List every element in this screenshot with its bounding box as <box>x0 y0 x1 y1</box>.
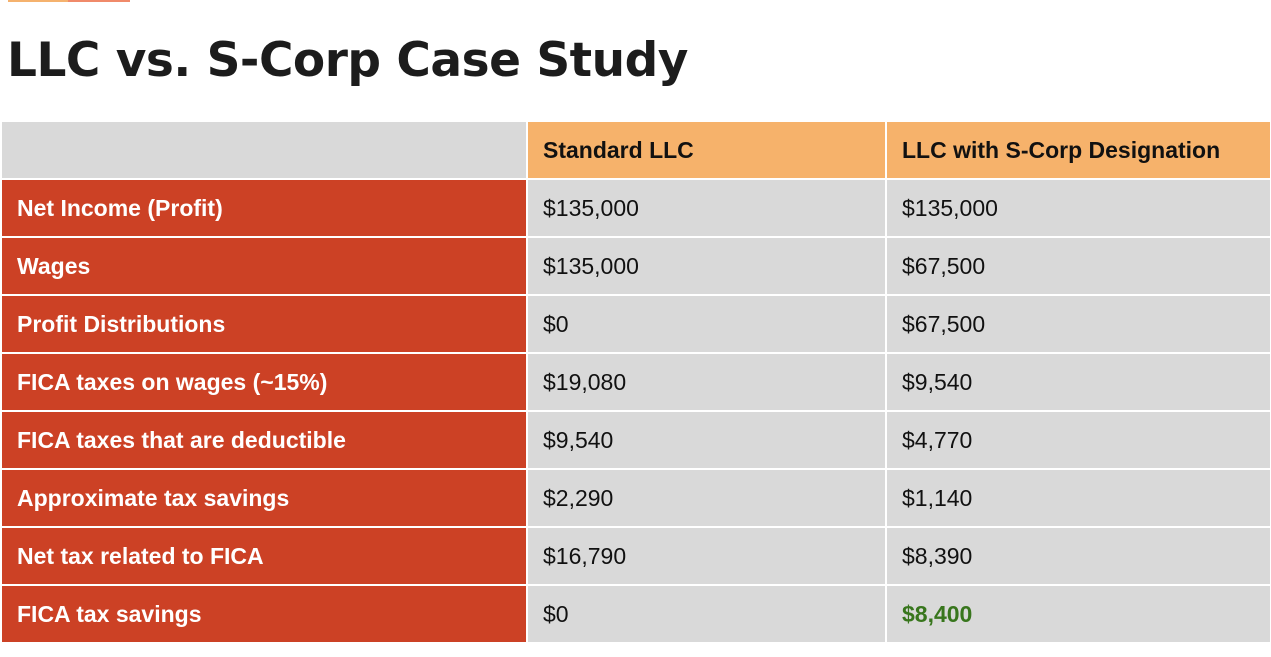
scorp-value: $67,500 <box>885 236 1271 296</box>
scorp-value: $135,000 <box>885 178 1271 238</box>
table-header-row: Standard LLC LLC with S-Corp Designation <box>0 120 1271 180</box>
row-label: FICA taxes that are deductible <box>0 410 528 470</box>
standard-llc-value: $0 <box>526 584 887 644</box>
scorp-value: $8,390 <box>885 526 1271 586</box>
row-label: Approximate tax savings <box>0 468 528 528</box>
scorp-value: $1,140 <box>885 468 1271 528</box>
row-label: FICA taxes on wages (~15%) <box>0 352 528 412</box>
page-title: LLC vs. S-Corp Case Study <box>7 33 688 88</box>
row-label: Net tax related to FICA <box>0 526 528 586</box>
standard-llc-value: $135,000 <box>526 236 887 296</box>
scorp-value: $67,500 <box>885 294 1271 354</box>
table-row: Profit Distributions $0 $67,500 <box>0 294 1271 354</box>
header-corner-cell <box>0 120 528 180</box>
standard-llc-value: $0 <box>526 294 887 354</box>
row-label: FICA tax savings <box>0 584 528 644</box>
scorp-value: $4,770 <box>885 410 1271 470</box>
top-accent-bar <box>8 0 130 2</box>
row-label: Profit Distributions <box>0 294 528 354</box>
row-label: Net Income (Profit) <box>0 178 528 238</box>
standard-llc-value: $19,080 <box>526 352 887 412</box>
table-row: Wages $135,000 $67,500 <box>0 236 1271 296</box>
standard-llc-value: $2,290 <box>526 468 887 528</box>
table-row: FICA taxes that are deductible $9,540 $4… <box>0 410 1271 470</box>
standard-llc-value: $9,540 <box>526 410 887 470</box>
fica-tax-savings-highlight: $8,400 <box>885 584 1271 644</box>
row-label: Wages <box>0 236 528 296</box>
header-standard-llc: Standard LLC <box>526 120 887 180</box>
table-row: Approximate tax savings $2,290 $1,140 <box>0 468 1271 528</box>
header-llc-scorp: LLC with S-Corp Designation <box>885 120 1271 180</box>
table-row: Net Income (Profit) $135,000 $135,000 <box>0 178 1271 238</box>
standard-llc-value: $135,000 <box>526 178 887 238</box>
table-row: FICA taxes on wages (~15%) $19,080 $9,54… <box>0 352 1271 412</box>
comparison-table: Standard LLC LLC with S-Corp Designation… <box>0 120 1271 644</box>
table-row: Net tax related to FICA $16,790 $8,390 <box>0 526 1271 586</box>
table-row: FICA tax savings $0 $8,400 <box>0 584 1271 644</box>
standard-llc-value: $16,790 <box>526 526 887 586</box>
scorp-value: $9,540 <box>885 352 1271 412</box>
